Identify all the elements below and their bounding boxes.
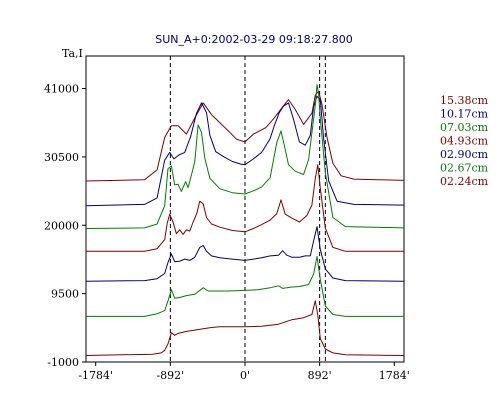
series-lines (85, 84, 405, 356)
y-tick-label-4: -1000 (47, 356, 79, 369)
x-tick-label-0: -1784' (78, 369, 113, 382)
series-line-5 (86, 256, 404, 317)
reference-lines (169, 56, 326, 362)
legend-entry-5: 02.67cm (440, 162, 489, 175)
series-line-2 (85, 84, 405, 229)
series-line-4 (85, 226, 405, 282)
y-axis-ticks: 41000 30500 20000 9500 -1000 (44, 83, 86, 369)
y-tick-label-1: 30500 (44, 151, 79, 164)
series-line-3 (86, 164, 404, 252)
y-axis-label: Ta,I (62, 47, 83, 60)
y-tick-label-2: 20000 (44, 219, 79, 232)
y-tick-label-3: 9500 (51, 288, 79, 301)
x-tick-label-2: 0' (240, 369, 250, 382)
legend-entry-6: 02.24cm (440, 175, 489, 188)
x-tick-label-4: 1784' (379, 369, 410, 382)
x-tick-label-1: -892' (156, 369, 184, 382)
legend-entry-3: 04.93cm (440, 135, 489, 148)
x-axis-ticks: -1784' -892' 0' 892' 1784' (78, 362, 410, 382)
series-line-0 (85, 90, 405, 182)
chart-title: SUN_A+0:2002-03-29 09:18:27.800 (155, 33, 353, 46)
series-line-6 (85, 300, 405, 356)
legend-entry-2: 07.03cm (440, 121, 489, 134)
legend-entry-1: 10.17cm (440, 108, 489, 121)
series-line-1 (85, 95, 405, 207)
y-tick-label-0: 41000 (44, 83, 79, 96)
legend-entry-4: 02.90cm (440, 148, 489, 161)
legend: 15.38cm10.17cm07.03cm04.93cm02.90cm02.67… (440, 94, 489, 188)
legend-entry-0: 15.38cm (440, 94, 489, 107)
x-tick-label-3: 892' (308, 369, 332, 382)
